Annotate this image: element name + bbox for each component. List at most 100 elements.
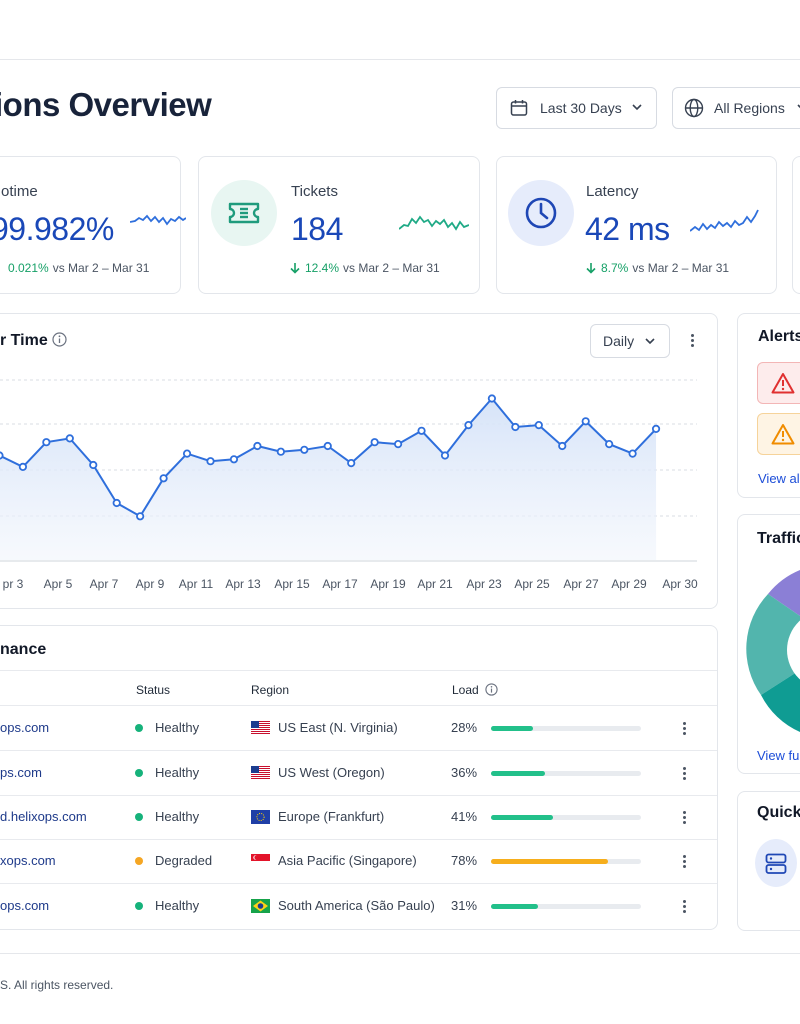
flag-br-icon <box>251 899 270 913</box>
data-point[interactable] <box>370 438 379 447</box>
kpi-card-partial[interactable] <box>792 156 800 294</box>
globe-icon <box>684 98 704 118</box>
col-region[interactable]: Region <box>251 683 290 697</box>
server-icon[interactable] <box>755 839 797 887</box>
data-point[interactable] <box>253 441 262 451</box>
host-link[interactable]: d.helixops.com <box>0 809 87 824</box>
granularity-label: Daily <box>603 333 635 349</box>
kpi-delta: 12.4% vs Mar 2 – Mar 31 <box>289 261 440 275</box>
host-link[interactable]: ps.com <box>0 765 42 780</box>
flag-sg-icon <box>251 854 270 868</box>
load-bar <box>491 815 641 820</box>
data-point[interactable] <box>323 441 332 451</box>
row-divider <box>0 750 717 751</box>
data-point[interactable] <box>347 459 356 468</box>
status-text: Healthy <box>155 765 200 780</box>
x-tick-label: Apr 30 <box>662 577 698 591</box>
load-text: 78% <box>451 853 478 868</box>
host-link[interactable]: ops.com <box>0 720 50 735</box>
data-point[interactable] <box>206 457 215 466</box>
data-point[interactable] <box>182 449 192 458</box>
data-point[interactable] <box>651 424 661 434</box>
info-icon[interactable] <box>52 332 67 347</box>
row-more-icon[interactable] <box>683 900 687 915</box>
latency-sparkline <box>690 209 759 232</box>
region-filter-dropdown[interactable]: All Regions <box>672 87 800 129</box>
data-point[interactable] <box>112 498 121 508</box>
region-filter-label: All Regions <box>714 100 785 116</box>
data-point[interactable] <box>511 422 520 432</box>
host-link[interactable]: ops.com <box>0 898 50 913</box>
col-load[interactable]: Load <box>452 683 479 697</box>
alert-item-warning[interactable] <box>757 413 800 455</box>
data-point[interactable] <box>300 445 309 454</box>
data-point[interactable] <box>18 462 27 472</box>
data-point[interactable] <box>487 394 496 403</box>
flag-us-icon <box>251 766 270 780</box>
load-text: 28% <box>451 720 478 735</box>
ticket-icon <box>211 180 277 246</box>
load-bar <box>491 726 641 731</box>
kpi-card-tickets[interactable]: Tickets 184 12.4% vs Mar 2 – Mar 31 <box>198 156 480 294</box>
data-point[interactable] <box>229 455 239 464</box>
status-text: Degraded <box>155 853 213 868</box>
traffic-view-full-link[interactable]: View ful <box>757 748 800 763</box>
footer-text: S. All rights reserved. <box>0 978 114 992</box>
col-status[interactable]: Status <box>136 683 171 697</box>
data-point[interactable] <box>440 451 450 460</box>
data-point[interactable] <box>605 440 614 449</box>
load-text: 31% <box>451 898 478 913</box>
warning-icon <box>771 424 795 445</box>
date-range-label: Last 30 Days <box>540 100 622 116</box>
alert-item-critical[interactable] <box>757 362 800 404</box>
data-point[interactable] <box>136 512 145 521</box>
data-point[interactable] <box>558 441 567 451</box>
data-point[interactable] <box>159 474 168 483</box>
info-icon[interactable] <box>485 683 498 696</box>
data-point[interactable] <box>89 460 98 470</box>
footer-divider <box>0 953 800 954</box>
load-bar-fill <box>491 771 545 776</box>
status-text: Healthy <box>155 809 200 824</box>
x-tick-label: Apr 25 <box>514 577 550 591</box>
data-point[interactable] <box>0 451 4 460</box>
host-link[interactable]: xops.com <box>0 853 56 868</box>
x-tick-label: Apr 23 <box>466 577 502 591</box>
load-bar <box>491 771 641 776</box>
chart-more-icon[interactable] <box>691 334 695 349</box>
tickets-sparkline <box>399 215 469 231</box>
data-point[interactable] <box>42 438 51 447</box>
status-dot <box>135 724 143 732</box>
flag-eu-icon <box>251 810 270 824</box>
kpi-card-latency[interactable]: Latency 42 ms 8.7% vs Mar 2 – Mar 31 <box>496 156 777 294</box>
row-more-icon[interactable] <box>683 811 687 826</box>
row-more-icon[interactable] <box>683 767 687 782</box>
chevron-down-icon <box>632 104 642 111</box>
table-divider <box>0 670 717 671</box>
x-tick-label: Apr 7 <box>89 577 119 591</box>
data-point[interactable] <box>276 447 285 456</box>
status-dot <box>135 857 143 865</box>
data-point[interactable] <box>417 426 426 435</box>
region-text: US East (N. Virginia) <box>278 720 398 735</box>
date-range-dropdown[interactable]: Last 30 Days <box>496 87 657 129</box>
granularity-dropdown[interactable]: Daily <box>590 324 670 358</box>
x-tick-label: Apr 17 <box>322 577 358 591</box>
row-more-icon[interactable] <box>683 855 687 870</box>
data-point[interactable] <box>464 420 473 430</box>
performance-table-card <box>0 625 718 930</box>
load-bar <box>491 859 641 864</box>
table-header-divider <box>0 705 717 706</box>
region-text: Europe (Frankfurt) <box>278 809 385 824</box>
alerts-view-all-link[interactable]: View all <box>758 471 800 486</box>
data-point[interactable] <box>628 449 637 458</box>
kpi-card-uptime[interactable]: otime 99.982% 0.021% vs Mar 2 – Mar 31 <box>0 156 186 294</box>
data-point[interactable] <box>393 440 403 449</box>
data-point[interactable] <box>65 434 74 443</box>
traffic-title: Traffic <box>757 530 800 547</box>
data-point[interactable] <box>581 417 590 426</box>
region-text: US West (Oregon) <box>278 765 385 780</box>
data-point[interactable] <box>534 420 543 430</box>
row-more-icon[interactable] <box>683 722 687 737</box>
table-title: nance <box>0 641 47 658</box>
